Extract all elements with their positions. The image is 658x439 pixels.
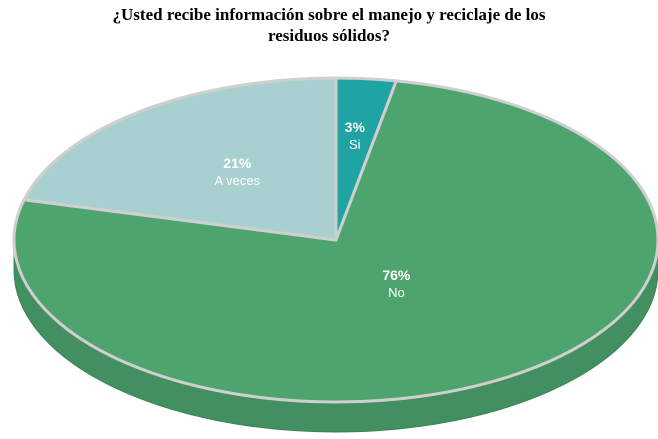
slice-value-label: 76% [382,267,411,283]
slice-category-label: A veces [215,173,261,188]
slice-category-label: No [388,285,405,300]
slice-category-label: Si [349,137,361,152]
chart-title: ¿Usted recibe información sobre el manej… [112,5,546,45]
slice-value-label: 21% [223,155,252,171]
slice-value-label: 3% [345,119,366,135]
pie-slice [22,76,338,242]
